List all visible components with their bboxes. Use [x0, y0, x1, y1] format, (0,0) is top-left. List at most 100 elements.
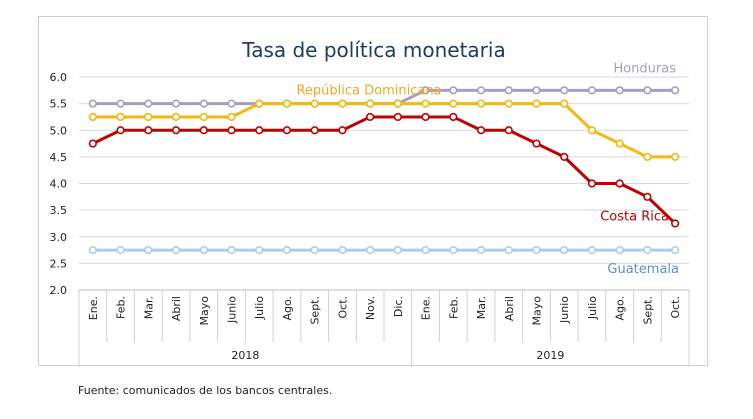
data-point-guatemala — [449, 245, 458, 255]
data-point-guatemala — [88, 245, 97, 255]
data-point-guatemala — [476, 245, 486, 255]
chart-frame: Tasa de política monetaria 2.0 2.5 3.0 3.5 4… — [38, 16, 708, 367]
x-tick-label: Junio — [558, 296, 571, 324]
data-point-honduras — [116, 99, 125, 108]
series-label: Costa Rica — [600, 209, 669, 224]
series-label: República Dominicana — [296, 84, 441, 99]
data-point-honduras — [171, 99, 181, 108]
x-tick-label: Oct. — [669, 296, 682, 319]
x-tick-label: Ene. — [87, 296, 100, 320]
data-point-guatemala — [310, 245, 319, 255]
data-point-guatemala — [116, 245, 125, 255]
data-point-guatemala — [504, 245, 513, 255]
x-tick-label: Mar. — [475, 296, 488, 319]
y-tick-label: 5.0 — [50, 124, 68, 137]
data-point-honduras — [421, 86, 430, 95]
x-tick-label: Abril — [503, 296, 516, 321]
data-point-republica-dominicana — [171, 112, 181, 122]
data-point-honduras — [615, 86, 624, 95]
data-point-republica-dominicana — [338, 99, 347, 108]
x-tick-label: Abril — [170, 296, 183, 321]
data-point-republica-dominicana — [476, 99, 486, 108]
y-tick-label: 5.5 — [50, 98, 68, 111]
data-point-guatemala — [199, 245, 208, 255]
data-point-costa-rica — [421, 112, 430, 122]
data-point-guatemala — [282, 245, 292, 255]
data-point-honduras — [88, 99, 97, 108]
data-point-guatemala — [560, 245, 569, 255]
chart-title: Tasa de política monetaria — [241, 38, 505, 62]
data-point-costa-rica — [282, 126, 292, 135]
data-point-costa-rica — [587, 179, 597, 188]
x-tick-label: Junio — [226, 296, 239, 324]
data-point-honduras — [227, 99, 236, 108]
source-note: Fuente: comunicados de los bancos centra… — [78, 384, 333, 397]
data-point-republica-dominicana — [282, 99, 292, 108]
x-tick-label: Ene. — [420, 296, 433, 320]
data-point-guatemala — [171, 245, 181, 255]
y-tick-label: 3.0 — [50, 231, 68, 244]
data-point-costa-rica — [310, 126, 319, 135]
data-point-republica-dominicana — [421, 99, 430, 108]
data-point-honduras — [560, 86, 569, 95]
data-point-honduras — [449, 86, 458, 95]
data-point-guatemala — [144, 245, 153, 255]
series-line-costa-rica — [92, 115, 677, 225]
series-label: Honduras — [613, 61, 676, 76]
axes: 2.0 2.5 3.0 3.5 4.0 4.5 5.0 5.5 6.0 Ene. Feb. Mar. A… — [50, 71, 690, 367]
data-point-republica-dominicana — [227, 112, 236, 122]
data-point-guatemala — [255, 245, 264, 255]
x-tick-label: Sept. — [309, 296, 322, 325]
series-layer — [88, 86, 680, 255]
data-point-costa-rica — [227, 126, 236, 135]
data-point-republica-dominicana — [643, 152, 652, 161]
data-point-republica-dominicana — [144, 112, 153, 122]
data-point-honduras — [671, 86, 680, 95]
x-tick-label: Ago. — [281, 296, 294, 321]
data-point-republica-dominicana — [671, 152, 680, 161]
data-point-guatemala — [671, 245, 680, 255]
data-point-republica-dominicana — [199, 112, 208, 122]
data-point-republica-dominicana — [393, 99, 402, 108]
data-point-republica-dominicana — [255, 99, 264, 108]
data-point-republica-dominicana — [504, 99, 513, 108]
x-tick-label: Ago. — [614, 296, 627, 321]
data-point-republica-dominicana — [587, 126, 597, 135]
x-tick-label: Mar. — [142, 296, 155, 319]
year-group-label: 2019 — [536, 349, 564, 362]
data-point-republica-dominicana — [116, 112, 125, 122]
year-group-label: 2018 — [231, 349, 259, 362]
x-tick-label: Mayo — [198, 296, 211, 326]
data-point-costa-rica — [504, 126, 513, 135]
y-tick-label: 2.5 — [50, 257, 68, 270]
x-tick-label: Oct. — [336, 296, 349, 319]
data-point-costa-rica — [144, 126, 153, 135]
data-point-guatemala — [338, 245, 347, 255]
data-point-costa-rica — [393, 112, 402, 122]
data-point-republica-dominicana — [366, 99, 375, 108]
data-point-costa-rica — [116, 126, 125, 135]
data-point-costa-rica — [560, 152, 569, 161]
data-point-honduras — [504, 86, 513, 95]
x-tick-label: Julio — [253, 296, 266, 320]
y-tick-label: 2.0 — [50, 284, 68, 297]
x-tick-label: Dic. — [392, 296, 405, 317]
data-point-guatemala — [587, 245, 597, 255]
x-tick-label: Feb. — [115, 296, 128, 319]
y-tick-label: 6.0 — [50, 71, 68, 84]
data-point-costa-rica — [615, 179, 624, 188]
x-tick-label: Sept. — [641, 296, 654, 325]
data-point-guatemala — [227, 245, 236, 255]
data-point-guatemala — [393, 245, 402, 255]
data-point-costa-rica — [643, 192, 652, 201]
data-point-honduras — [144, 99, 153, 108]
y-tick-label: 3.5 — [50, 204, 68, 217]
data-point-republica-dominicana — [449, 99, 458, 108]
data-point-guatemala — [615, 245, 624, 255]
data-point-costa-rica — [476, 126, 486, 135]
data-point-costa-rica — [449, 112, 458, 122]
data-point-republica-dominicana — [615, 139, 624, 148]
series-labels: Honduras República Dominicana Costa Rica Gu… — [296, 61, 679, 277]
data-point-costa-rica — [255, 126, 264, 135]
data-point-costa-rica — [532, 139, 541, 148]
